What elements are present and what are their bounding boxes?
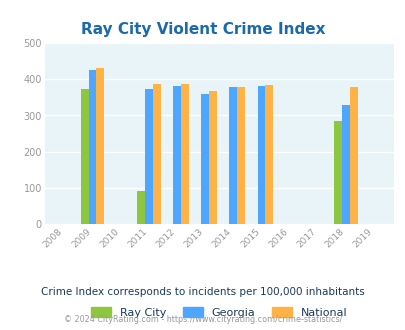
Bar [333, 120, 341, 224]
Bar [201, 94, 209, 224]
Text: Ray City Violent Crime Index: Ray City Violent Crime Index [81, 22, 324, 37]
Bar [136, 191, 145, 224]
Legend: Ray City, Georgia, National: Ray City, Georgia, National [86, 303, 351, 322]
Bar [349, 87, 357, 224]
Bar [81, 89, 88, 224]
Bar [145, 89, 152, 224]
Bar [341, 105, 349, 224]
Bar [181, 84, 188, 224]
Bar [96, 68, 104, 224]
Bar [237, 87, 245, 224]
Bar [209, 91, 216, 224]
Bar [152, 84, 160, 224]
Bar [229, 87, 237, 224]
Bar [88, 70, 96, 224]
Bar [257, 86, 265, 224]
Text: © 2024 CityRating.com - https://www.cityrating.com/crime-statistics/: © 2024 CityRating.com - https://www.city… [64, 314, 341, 324]
Bar [265, 85, 273, 224]
Bar [173, 86, 181, 224]
Text: Crime Index corresponds to incidents per 100,000 inhabitants: Crime Index corresponds to incidents per… [41, 287, 364, 297]
